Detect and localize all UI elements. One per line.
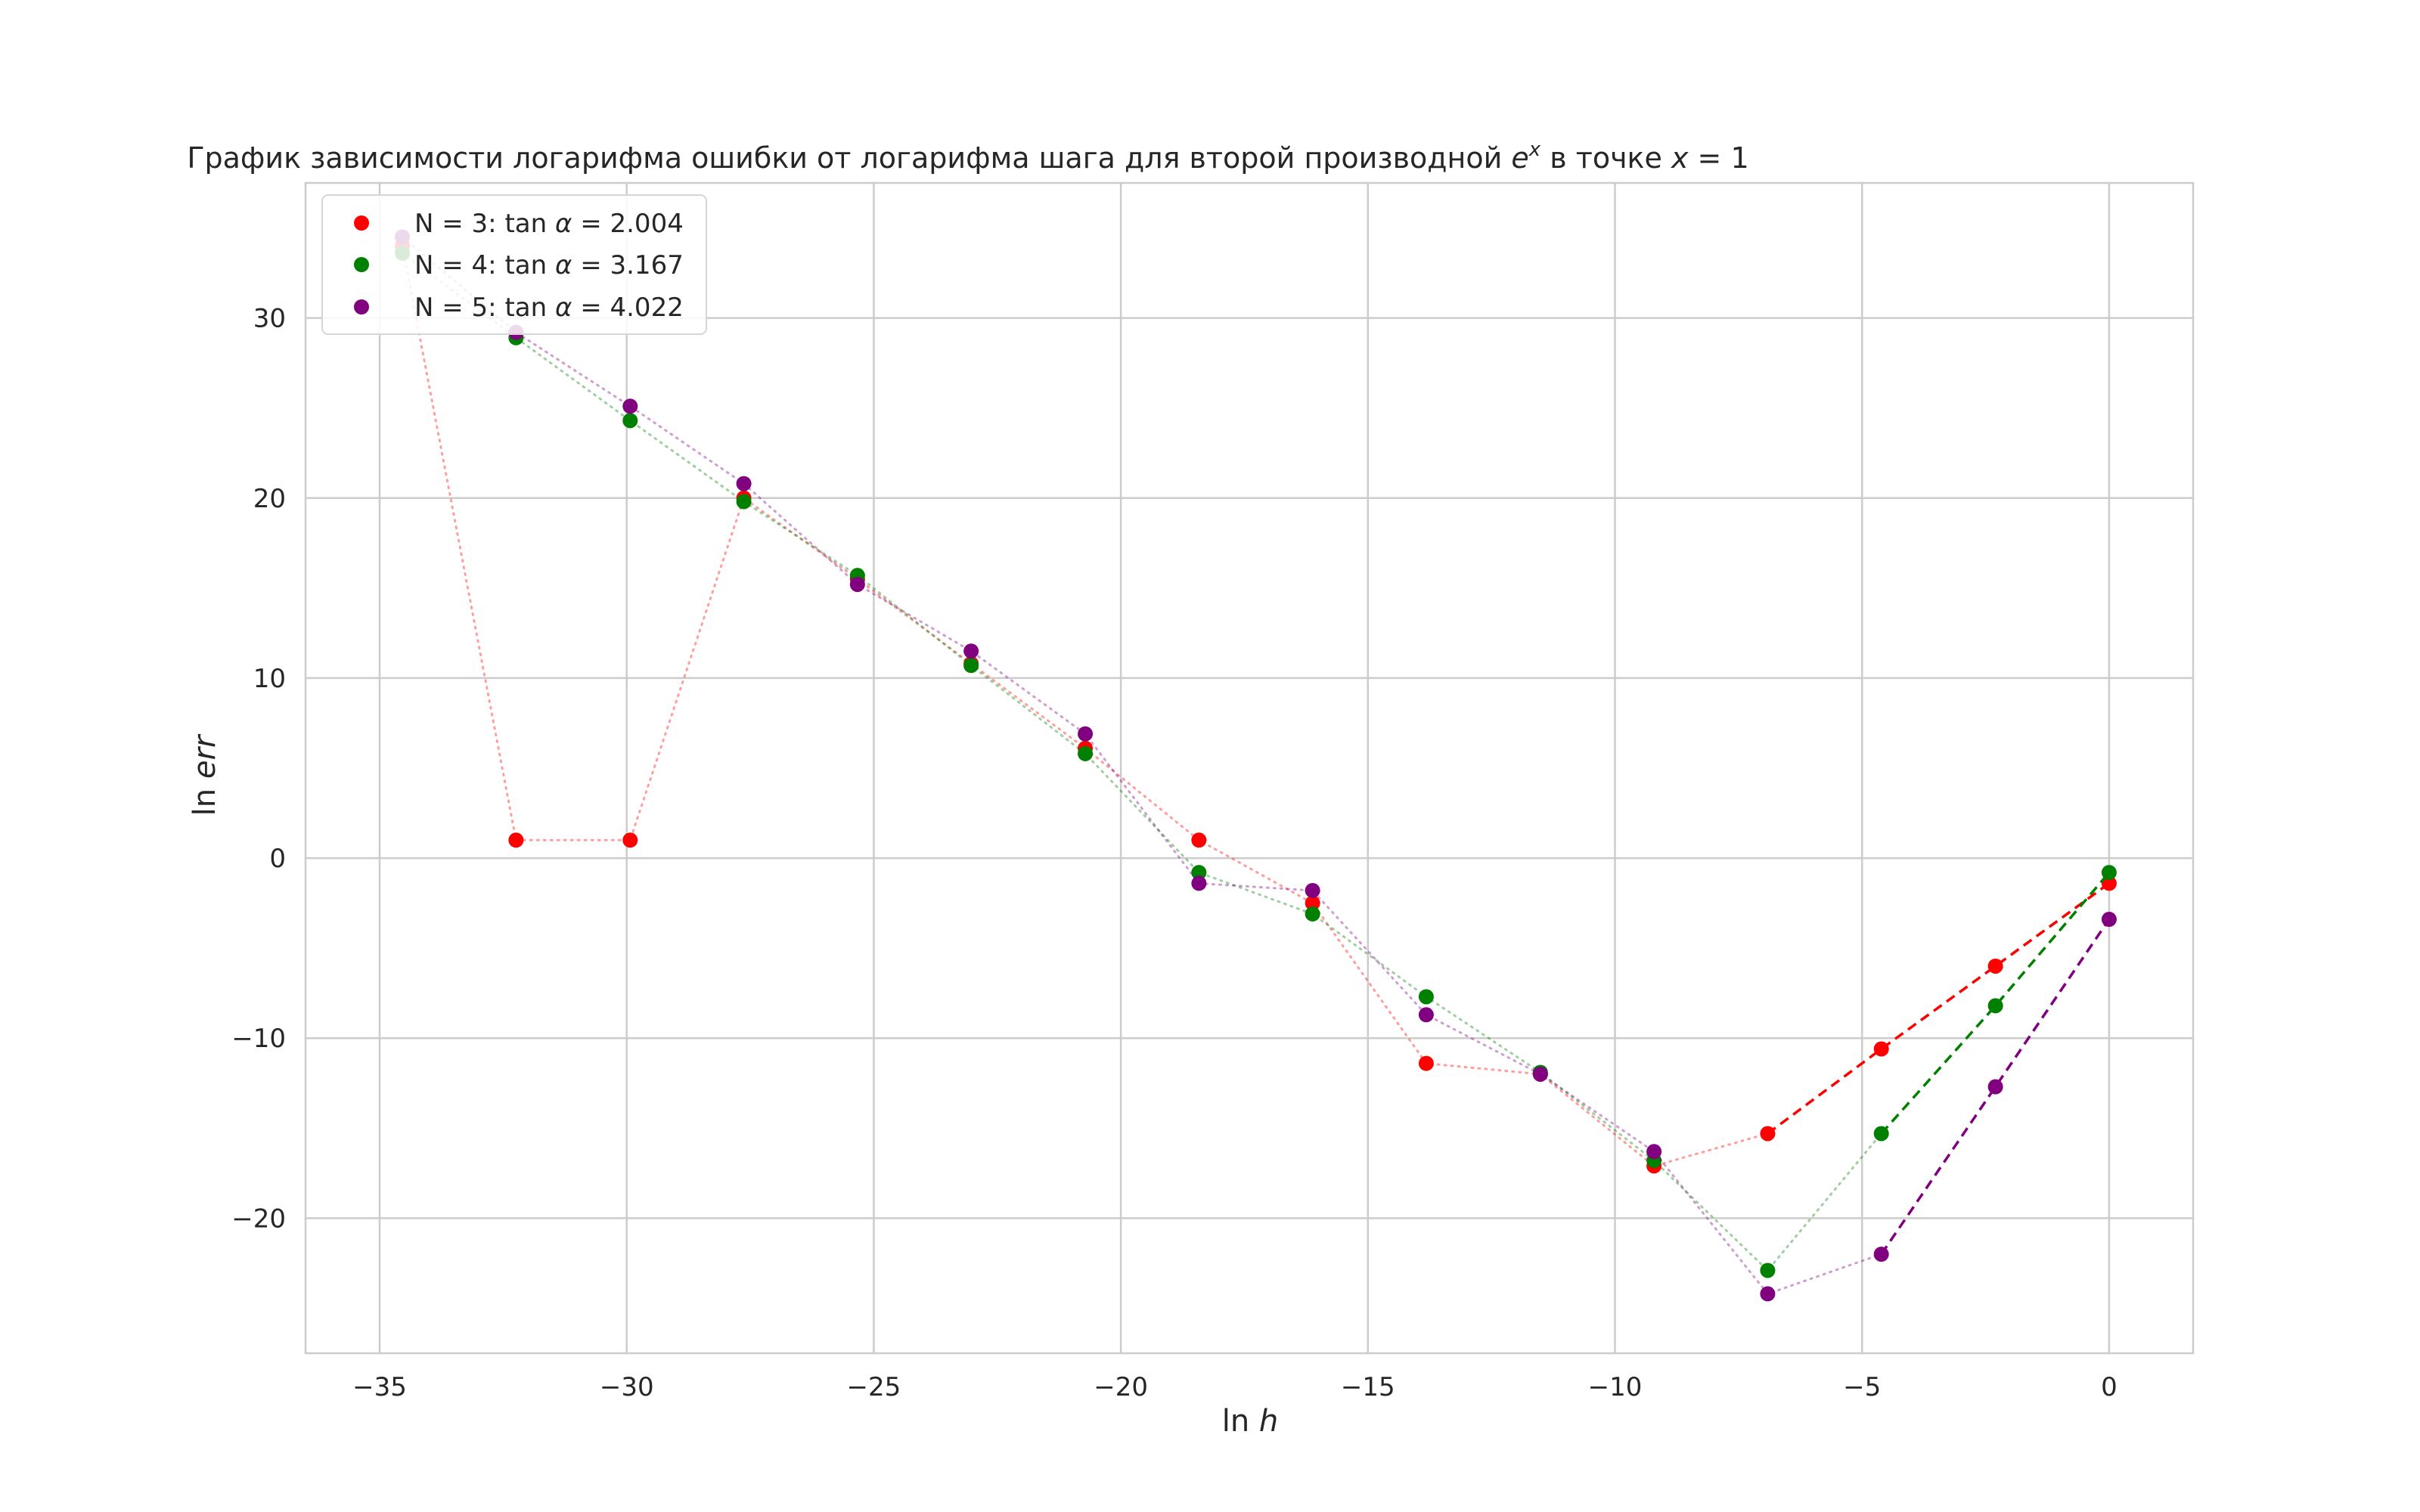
data-point <box>2101 912 2117 928</box>
series-line-fit <box>1880 919 2111 1256</box>
data-point <box>1305 882 1320 898</box>
y-tick-label: 0 <box>269 844 286 874</box>
data-point <box>1191 832 1207 848</box>
data-point <box>1987 998 2003 1014</box>
data-point <box>1532 1066 1548 1082</box>
legend-entry-n4: N = 4: tan α = 3.167 <box>354 250 684 280</box>
legend-label-n3: N = 3: tan α = 2.004 <box>414 209 684 239</box>
legend-box <box>321 194 707 335</box>
data-point <box>1191 865 1207 881</box>
data-point <box>1305 895 1320 911</box>
data-point <box>1760 1263 1776 1278</box>
series-n5 <box>395 229 2117 1302</box>
tick-labels: −35 −30 −25 −20 −15 −10 −5 0 −20 −10 0 10 20 30 <box>231 304 2118 1402</box>
legend-label-n4: N = 4: tan α = 3.167 <box>414 250 684 280</box>
data-point <box>1987 958 2003 974</box>
x-tick-label: −10 <box>1588 1372 1643 1402</box>
data-point <box>849 577 865 593</box>
x-tick-label: −20 <box>1094 1372 1148 1402</box>
legend-marker-n5 <box>354 299 369 314</box>
data-point <box>1987 1079 2003 1095</box>
data-point <box>963 658 979 674</box>
data-point <box>1191 875 1207 891</box>
legend-marker-n4 <box>354 257 369 272</box>
data-point <box>622 398 638 414</box>
data-point <box>1418 1055 1434 1071</box>
legend-entry-n3: N = 3: tan α = 2.004 <box>354 209 684 239</box>
series-line-fit <box>1880 871 2111 1135</box>
series-layer <box>395 229 2117 1302</box>
x-tick-label: −35 <box>352 1372 407 1402</box>
data-point <box>1760 1286 1776 1302</box>
data-point <box>2101 865 2117 881</box>
series-line-dotted <box>401 235 1883 1296</box>
data-point <box>1305 906 1320 922</box>
series-n3 <box>395 238 2117 1174</box>
series-n4 <box>395 245 2117 1278</box>
data-point <box>963 643 979 659</box>
data-point <box>736 476 752 491</box>
x-tick-label: −5 <box>1843 1372 1881 1402</box>
data-point <box>1873 1126 1889 1142</box>
data-point <box>1873 1041 1889 1057</box>
data-point <box>1646 1144 1662 1160</box>
y-tick-label: 10 <box>253 664 286 694</box>
data-point <box>736 494 752 510</box>
y-tick-label: −10 <box>231 1024 286 1054</box>
legend-entry-n5: N = 5: tan α = 4.022 <box>354 293 684 323</box>
y-tick-label: −20 <box>231 1204 286 1234</box>
x-tick-label: −25 <box>847 1372 901 1402</box>
x-axis-label: ln h <box>1222 1404 1279 1439</box>
data-point <box>622 832 638 848</box>
chart-title: График зависимости логарифма ошибки от л… <box>187 138 1748 175</box>
legend: N = 3: tan α = 2.004 N = 4: tan α = 3.16… <box>321 194 707 335</box>
x-tick-label: −30 <box>600 1372 654 1402</box>
data-point <box>1078 726 1094 742</box>
data-point <box>1078 745 1094 761</box>
x-tick-label: −15 <box>1341 1372 1395 1402</box>
plot-frame <box>304 181 2195 1355</box>
y-tick-label: 30 <box>253 304 286 334</box>
data-point <box>508 832 524 848</box>
data-point <box>622 413 638 429</box>
legend-marker-n3 <box>354 215 369 231</box>
data-point <box>1418 989 1434 1005</box>
y-axis-label: ln err <box>188 733 222 816</box>
series-line-fit <box>1767 882 2110 1135</box>
x-tick-label: 0 <box>2101 1372 2118 1402</box>
legend-label-n5: N = 5: tan α = 4.022 <box>414 293 684 323</box>
series-line-dotted <box>401 252 1883 1272</box>
data-point <box>1418 1007 1434 1023</box>
data-point <box>1760 1126 1776 1142</box>
data-point <box>1873 1247 1889 1263</box>
series-line-dotted <box>401 244 1769 1167</box>
y-tick-label: 20 <box>253 484 286 514</box>
grid <box>306 183 2193 1353</box>
data-point <box>2101 875 2117 891</box>
